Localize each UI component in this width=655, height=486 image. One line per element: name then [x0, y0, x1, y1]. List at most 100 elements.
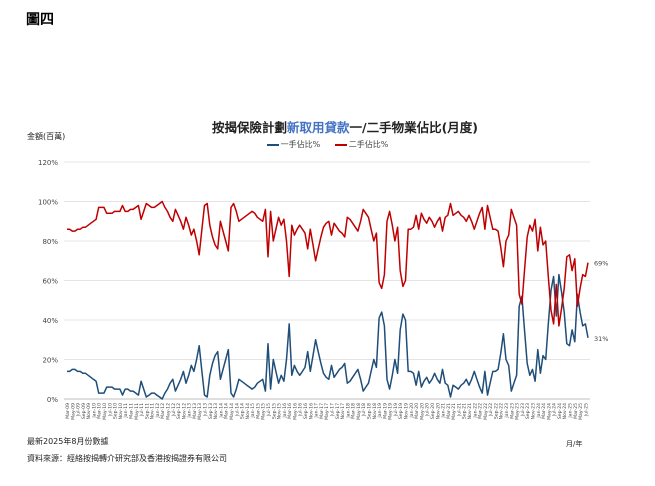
x-tick-label: Nov-10	[118, 403, 124, 419]
x-tick-label: Mar-18	[351, 403, 357, 419]
x-tick-label: Jul-11	[139, 403, 145, 417]
x-tick-label: Sep-21	[462, 403, 468, 419]
x-tick-label: Jan-22	[472, 403, 478, 419]
x-tick-label: Jan-21	[441, 403, 447, 419]
x-tick-label: Jul-13	[203, 403, 209, 417]
x-tick-label: May-18	[356, 403, 362, 420]
x-tick-label: Mar-19	[382, 403, 388, 419]
x-tick-label: Mar-09	[65, 403, 71, 419]
x-tick-label: Jul-22	[488, 403, 494, 417]
y-tick-label: 0%	[47, 396, 58, 404]
x-tick-label: Jul-14	[234, 403, 240, 417]
legend-label: 一手佔比%	[280, 140, 321, 149]
x-tick-label: Sep-23	[525, 403, 531, 419]
legend-swatch	[266, 143, 279, 146]
x-tick-label: Mar-16	[287, 403, 293, 419]
legend-swatch	[334, 143, 347, 146]
x-tick-label: Jan-12	[155, 403, 161, 419]
x-tick-label: Nov-11	[150, 403, 156, 419]
x-tick-label: May-09	[70, 403, 76, 420]
x-tick-label: Sep-19	[398, 403, 404, 419]
x-tick-label: Jan-16	[282, 403, 288, 419]
x-tick-label: Nov-16	[308, 403, 314, 419]
chart-title: 按揭保險計劃新取用貸款一/二手物業佔比(月度)	[0, 117, 655, 136]
title-part-3: 一/二手物業佔比(月度)	[349, 120, 479, 135]
x-tick-label: Nov-14	[245, 403, 251, 419]
x-tick-label: Sep-12	[176, 403, 182, 419]
x-tick-label: Mar-12	[160, 403, 166, 419]
x-tick-label: Mar-14	[224, 403, 230, 419]
x-tick-label: Mar-25	[573, 403, 579, 419]
x-tick-label: Nov-17	[340, 403, 346, 419]
x-tick-label: Jul-23	[520, 403, 526, 417]
x-tick-label: Jan-13	[187, 403, 193, 419]
x-tick-label: Jan-23	[504, 403, 510, 419]
x-tick-label: Mar-13	[192, 403, 198, 419]
x-tick-label: May-19	[388, 403, 394, 420]
x-tick-label: May-21	[451, 403, 457, 420]
x-tick-label: Jan-18	[345, 403, 351, 419]
x-tick-label: May-11	[134, 403, 140, 420]
x-tick-label: Jul-12	[171, 403, 177, 417]
x-axis-label: 月/年	[566, 440, 583, 448]
y-tick-label: 120%	[38, 159, 58, 167]
x-tick-label: May-20	[419, 403, 425, 420]
x-tick-label: Jul-21	[456, 403, 462, 417]
x-tick-label: Jan-24	[536, 403, 542, 419]
x-tick-label: Nov-23	[530, 403, 536, 419]
x-tick-label: Nov-19	[404, 403, 410, 419]
legend-item-second-hand: 二手佔比%	[334, 139, 389, 150]
x-tick-label: Mar-17	[319, 403, 325, 419]
x-tick-label: Mar-11	[128, 403, 134, 419]
x-tick-label: Sep-24	[557, 403, 563, 419]
x-tick-label: Mar-21	[446, 403, 452, 419]
x-tick-label: Nov-18	[372, 403, 378, 419]
x-tick-label: Jan-10	[91, 403, 97, 419]
x-tick-label: Mar-20	[414, 403, 420, 419]
x-tick-label: Jan-15	[250, 403, 256, 419]
x-tick-label: Sep-22	[493, 403, 499, 419]
x-tick-label: Jan-14	[218, 403, 224, 419]
x-tick-label: Sep-11	[144, 403, 150, 419]
y-axis-label: 金額(百萬)	[27, 132, 66, 141]
x-tick-label: Mar-24	[541, 403, 547, 419]
y-tick-label: 60%	[42, 278, 58, 286]
x-tick-label: Jul-18	[361, 403, 367, 417]
x-tick-label: May-13	[197, 403, 203, 420]
x-tick-label: Jan-17	[314, 403, 320, 419]
x-tick-label: Nov-12	[181, 403, 187, 419]
x-tick-label: Jul-09	[76, 403, 82, 417]
x-tick-label: Sep-18	[366, 403, 372, 419]
x-tick-label: Jan-25	[567, 403, 573, 419]
x-tick-label: Nov-24	[562, 403, 568, 419]
x-tick-label: Nov-20	[435, 403, 441, 419]
end-data-label: 69%	[594, 260, 608, 268]
x-tick-label: Sep-16	[303, 403, 309, 419]
series-line-first-hand	[67, 273, 589, 400]
x-tick-label: May-16	[292, 403, 298, 420]
legend-item-first-hand: 一手佔比%	[266, 139, 321, 150]
title-part-highlight: 新取用貸款	[287, 120, 350, 135]
x-tick-label: May-14	[229, 403, 235, 420]
x-tick-label: May-12	[165, 403, 171, 420]
x-tick-label: Jul-15	[266, 403, 272, 417]
y-tick-label: 100%	[38, 199, 58, 207]
x-tick-label: Sep-09	[81, 403, 87, 419]
x-tick-label: Jul-24	[552, 403, 558, 417]
x-tick-label: Jan-19	[377, 403, 383, 419]
x-tick-label: Jul-20	[425, 403, 431, 417]
x-tick-label: May-10	[102, 403, 108, 420]
x-tick-label: Jul-19	[393, 403, 399, 417]
x-tick-label: May-24	[546, 403, 552, 420]
x-tick-label: Nov-15	[277, 403, 283, 419]
series-line-second-hand	[67, 200, 589, 327]
x-tick-label: May-22	[483, 403, 489, 420]
x-tick-label: Sep-15	[271, 403, 277, 419]
y-tick-label: 20%	[42, 357, 58, 365]
x-tick-label: Sep-10	[113, 403, 119, 419]
legend-label: 二手佔比%	[348, 140, 389, 149]
x-tick-label: Jul-10	[107, 403, 113, 417]
title-part-1: 按揭保險計劃	[211, 120, 287, 135]
x-tick-label: Jul-17	[329, 403, 335, 417]
